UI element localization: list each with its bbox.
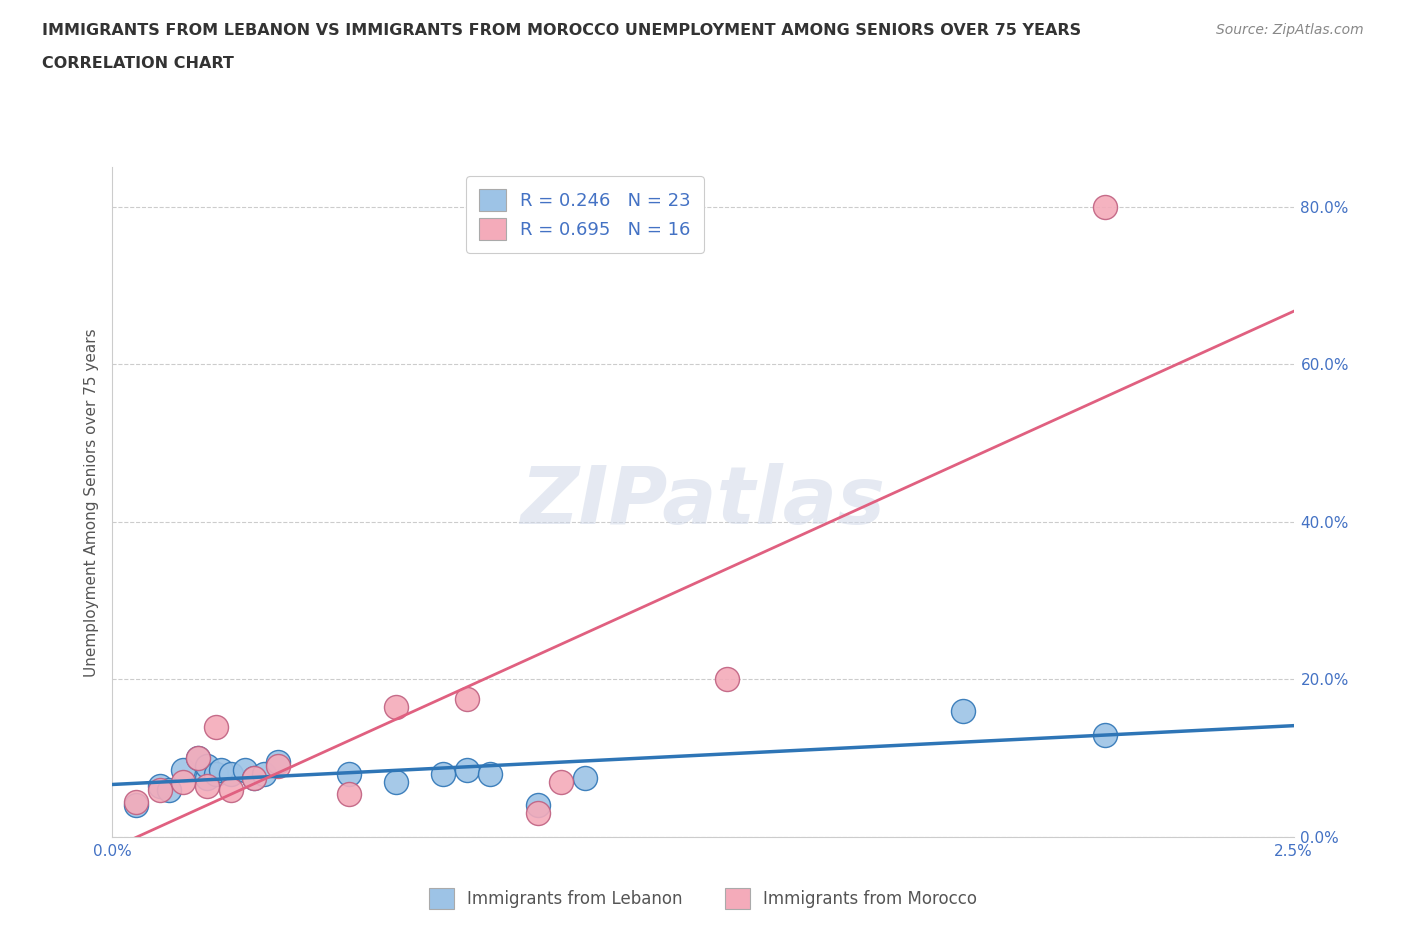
Point bbox=[432, 766, 454, 781]
Point bbox=[149, 782, 172, 797]
Point bbox=[219, 766, 242, 781]
Text: Source: ZipAtlas.com: Source: ZipAtlas.com bbox=[1216, 23, 1364, 37]
Point bbox=[125, 794, 148, 809]
Text: CORRELATION CHART: CORRELATION CHART bbox=[42, 56, 233, 71]
Point bbox=[186, 751, 208, 765]
Text: IMMIGRANTS FROM LEBANON VS IMMIGRANTS FROM MOROCCO UNEMPLOYMENT AMONG SENIORS OV: IMMIGRANTS FROM LEBANON VS IMMIGRANTS FR… bbox=[42, 23, 1081, 38]
Point bbox=[195, 778, 218, 793]
Point bbox=[186, 751, 208, 765]
Point bbox=[205, 719, 228, 734]
Point bbox=[456, 763, 478, 777]
Point bbox=[233, 763, 256, 777]
Point bbox=[253, 766, 276, 781]
Point bbox=[205, 766, 228, 781]
Point bbox=[479, 766, 502, 781]
Point bbox=[456, 692, 478, 707]
Point bbox=[1094, 199, 1116, 214]
Point bbox=[526, 806, 548, 821]
Point bbox=[157, 782, 180, 797]
Point bbox=[337, 786, 360, 801]
Point bbox=[172, 775, 194, 790]
Y-axis label: Unemployment Among Seniors over 75 years: Unemployment Among Seniors over 75 years bbox=[83, 328, 98, 676]
Point bbox=[149, 778, 172, 793]
Legend: Immigrants from Lebanon, Immigrants from Morocco: Immigrants from Lebanon, Immigrants from… bbox=[420, 880, 986, 917]
Point bbox=[574, 770, 596, 785]
Point bbox=[267, 755, 290, 770]
Point bbox=[716, 672, 738, 687]
Point bbox=[385, 699, 408, 714]
Point bbox=[337, 766, 360, 781]
Point bbox=[172, 763, 194, 777]
Point bbox=[243, 770, 266, 785]
Point bbox=[195, 759, 218, 774]
Point bbox=[526, 798, 548, 813]
Point bbox=[385, 775, 408, 790]
Point bbox=[219, 782, 242, 797]
Point bbox=[1094, 727, 1116, 742]
Text: ZIPatlas: ZIPatlas bbox=[520, 463, 886, 541]
Point bbox=[125, 798, 148, 813]
Point bbox=[267, 759, 290, 774]
Point bbox=[195, 770, 218, 785]
Legend: R = 0.246   N = 23, R = 0.695   N = 16: R = 0.246 N = 23, R = 0.695 N = 16 bbox=[467, 177, 703, 253]
Point bbox=[209, 763, 232, 777]
Point bbox=[952, 703, 974, 718]
Point bbox=[550, 775, 572, 790]
Point bbox=[243, 770, 266, 785]
